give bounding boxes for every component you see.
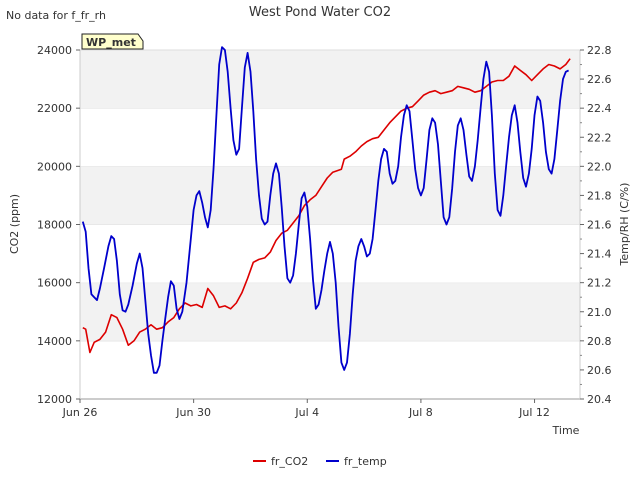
- y-tick-label-left: 14000: [37, 335, 72, 348]
- grid-bands: [80, 49, 580, 399]
- x-tick-label: Jun 26: [62, 406, 98, 419]
- y-tick-label-left: 12000: [37, 393, 72, 406]
- axes-layer: 12000 14000 16000 18000 20000 22000 24000 20.4 2…: [37, 44, 612, 419]
- y-tick-label-right: 21.6: [587, 219, 612, 232]
- x-tick-label: Jun 30: [175, 406, 211, 419]
- site-badge: WP_met: [81, 33, 144, 50]
- y-tick-label-right: 22.6: [587, 73, 612, 86]
- y-tick-label-right: 22.8: [587, 44, 612, 57]
- no-data-note: No data for f_fr_rh: [6, 9, 106, 22]
- y-tick-label-right: 22.2: [587, 131, 612, 144]
- x-tick-label: Jul 4: [294, 406, 319, 419]
- y-tick-label-right: 21.4: [587, 248, 612, 261]
- y-axis-label-right: Temp/RH (C/%): [618, 183, 631, 267]
- y-tick-label-right: 20.4: [587, 393, 612, 406]
- grid-band: [80, 108, 580, 167]
- y-tick-label-right: 20.6: [587, 364, 612, 377]
- site-badge-label: WP_met: [86, 36, 136, 49]
- y-tick-label-left: 24000: [37, 44, 72, 57]
- series-line-fr-temp: [81, 46, 570, 374]
- x-tick-label: Jul 8: [408, 406, 433, 419]
- y-tick-label-right: 20.8: [587, 335, 612, 348]
- y-tick-label-right: 21.8: [587, 189, 612, 202]
- y-tick-label-right: 21.0: [587, 306, 612, 319]
- y-tick-label-right: 22.0: [587, 160, 612, 173]
- y-tick-label-left: 16000: [37, 277, 72, 290]
- legend-label-fr-temp: fr_temp: [344, 455, 387, 468]
- y-tick-label-left: 18000: [37, 219, 72, 232]
- y-axis-label-left: CO2 (ppm): [8, 194, 21, 254]
- legend-label-fr-co2: fr_CO2: [271, 455, 308, 468]
- x-axis-label: Time: [552, 424, 580, 437]
- grid-band: [80, 50, 580, 109]
- y-tick-label-left: 20000: [37, 160, 72, 173]
- grid-band: [80, 282, 580, 341]
- grid-band: [80, 340, 580, 399]
- y-tick-label-right: 22.4: [587, 102, 612, 115]
- legend: fr_CO2 fr_temp: [253, 455, 387, 468]
- chart-title: West Pond Water CO2: [249, 5, 391, 20]
- series-layer: [81, 46, 571, 374]
- y-tick-label-right: 21.2: [587, 277, 612, 290]
- grid-band: [80, 224, 580, 283]
- y-tick-label-left: 22000: [37, 102, 72, 115]
- x-tick-label: Jul 12: [518, 406, 550, 419]
